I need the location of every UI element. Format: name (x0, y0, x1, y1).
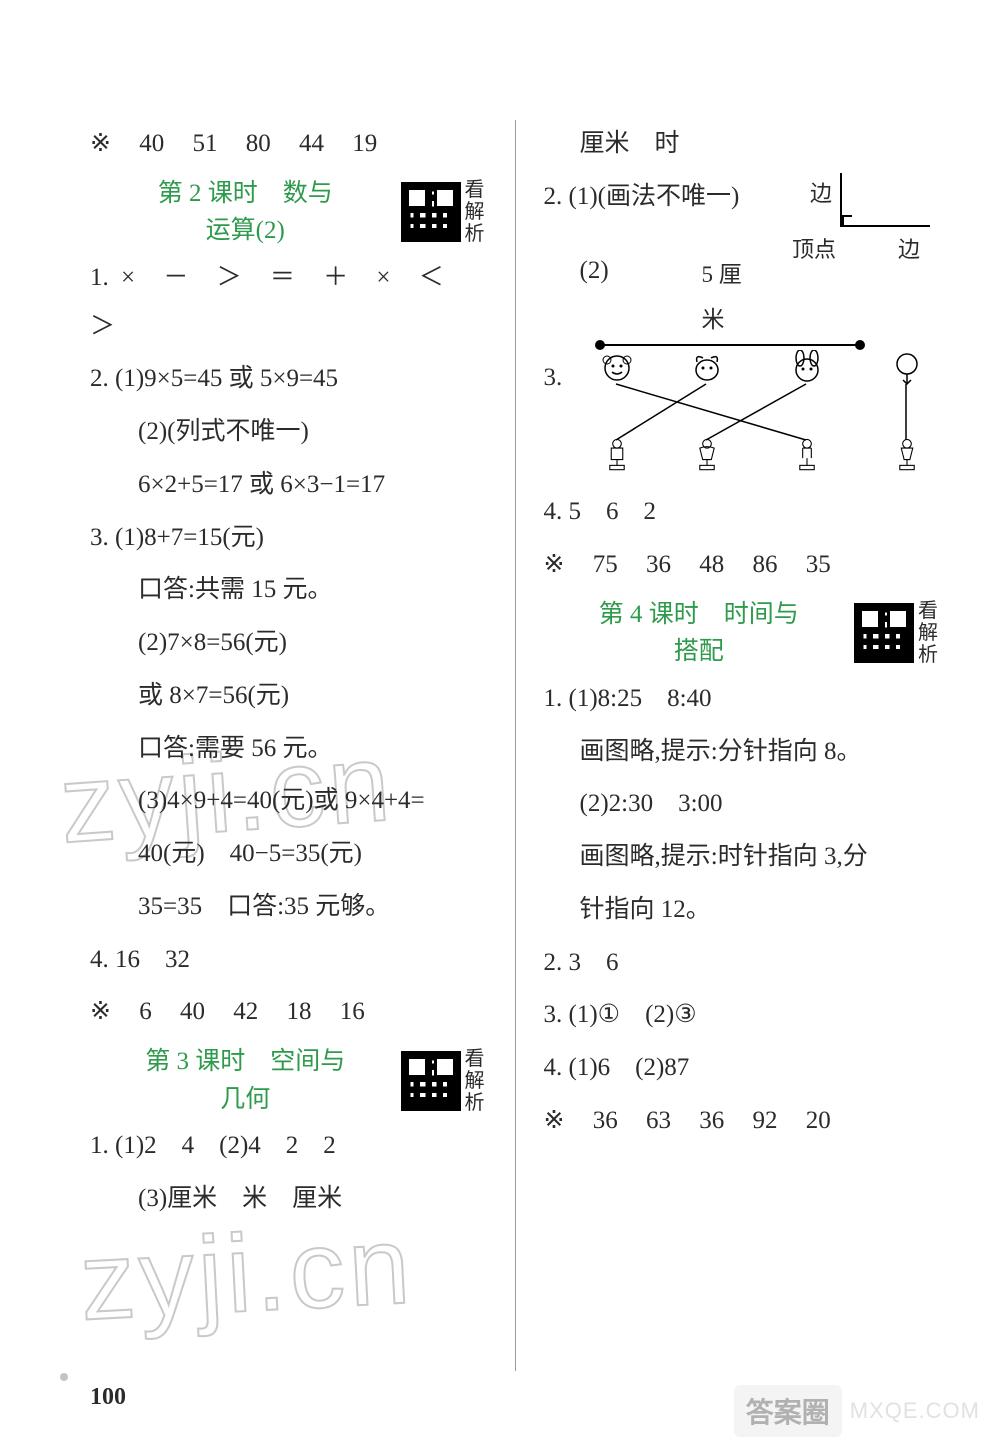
qr-label: 看解析 (465, 179, 487, 245)
r-q3: 3. (544, 354, 941, 484)
lesson3-title: 第 3 课时 空间与 几何 (90, 1043, 401, 1118)
r-q2-l1: 2. (1)(画法不唯一) 边 顶点 边 (544, 173, 941, 243)
left-column: ※ 40 51 80 44 19 第 2 课时 数与 运算(2) 看解析 1. … (90, 120, 487, 1371)
prefix-mark: ※ (90, 130, 111, 157)
r-q4: 4. 5 6 2 (544, 488, 941, 537)
match-bottom-icon (788, 438, 826, 492)
l4-q1-l2: 画图略,提示:分针指向 8。 (544, 728, 941, 777)
l2-q3-l7: 40(元) 40−5=35(元) (90, 830, 487, 879)
right-column: 厘米 时 2. (1)(画法不唯一) 边 顶点 边 (2) 5 厘米 3. (544, 120, 941, 1371)
l4-q1-l1: 1. (1)8:25 8:40 (544, 675, 941, 724)
corner-ornament-icon (60, 1373, 68, 1381)
right-cont: 厘米 时 (544, 120, 941, 169)
qr-box-lesson3: 看解析 (401, 1048, 487, 1114)
match-top-icon (598, 350, 636, 404)
angle-side2-label: 边 (898, 229, 920, 272)
l2-q3-l4: 或 8×7=56(元) (90, 672, 487, 721)
match-bottom-icon (688, 438, 726, 492)
lesson4-title: 第 4 课时 时间与 搭配 (544, 596, 855, 671)
match-bottom-icon (598, 438, 636, 492)
angle-side-label: 边 (810, 173, 832, 216)
lesson4-heading: 第 4 课时 时间与 搭配 看解析 (544, 596, 941, 671)
footer-url: MXQE.COM (850, 1398, 980, 1424)
qr-code-icon (401, 1051, 461, 1111)
r-tail1: ※ 75 36 48 86 35 (544, 541, 941, 590)
qr-code-icon (401, 182, 461, 242)
l4-q1-l4: 画图略,提示:时针指向 3,分 (544, 833, 941, 882)
match-top-icon (888, 350, 926, 404)
column-divider (515, 120, 516, 1371)
matching-diagram (568, 354, 928, 484)
r-q2-l2: (2) 5 厘米 (544, 247, 941, 351)
left-top-row: ※ 40 51 80 44 19 (90, 120, 487, 169)
qr-box-lesson2: 看解析 (401, 179, 487, 245)
angle-vertex-label: 顶点 (792, 229, 836, 272)
l4-q1-l5: 针指向 12。 (544, 886, 941, 935)
l2-q4: 4. 16 32 (90, 936, 487, 985)
l2-q2-l2: (2)(列式不唯一) (90, 408, 487, 457)
l2-q3-l8: 35=35 口答:35 元够。 (90, 883, 487, 932)
l4-q4: 4. (1)6 (2)87 (544, 1044, 941, 1093)
l2-tail: ※ 6 40 42 18 16 (90, 988, 487, 1037)
l4-q2: 2. 3 6 (544, 939, 941, 988)
lesson2-heading: 第 2 课时 数与 运算(2) 看解析 (90, 175, 487, 250)
l2-q3-l5: 口答:需要 56 元。 (90, 725, 487, 774)
match-top-icon (788, 350, 826, 404)
qr-label: 看解析 (465, 1048, 487, 1114)
qr-box-lesson4: 看解析 (854, 600, 940, 666)
qr-label: 看解析 (918, 600, 940, 666)
page-content: ※ 40 51 80 44 19 第 2 课时 数与 运算(2) 看解析 1. … (90, 120, 940, 1371)
l4-q1-l3: (2)2:30 3:00 (544, 780, 941, 829)
l2-q3-l2: 口答:共需 15 元。 (90, 566, 487, 615)
l3-q1-l2: (3)厘米 米 厘米 (90, 1175, 487, 1224)
l2-q1: 1. × － ＞ ＝ ＋ × ＜ ＞ (90, 254, 487, 352)
l2-q3-l1: 3. (1)8+7=15(元) (90, 514, 487, 563)
l4-q3: 3. (1)① (2)③ (544, 991, 941, 1040)
lesson2-title: 第 2 课时 数与 运算(2) (90, 175, 401, 250)
l2-q3-l3: (2)7×8=56(元) (90, 619, 487, 668)
l3-q1-l1: 1. (1)2 4 (2)4 2 2 (90, 1122, 487, 1171)
l2-q2-l3: 6×2+5=17 或 6×3−1=17 (90, 461, 487, 510)
l4-tail: ※ 36 63 36 92 20 (544, 1097, 941, 1146)
footer-watermark: 答案圈 MXQE.COM (734, 1385, 980, 1437)
l2-q2-l1: 2. (1)9×5=45 或 5×9=45 (90, 355, 487, 404)
l2-q3-l6: (3)4×9+4=40(元)或 9×4+4= (90, 777, 487, 826)
footer-logo: 答案圈 (734, 1385, 842, 1437)
page-number: 100 (90, 1384, 126, 1411)
match-bottom-icon (888, 438, 926, 492)
match-top-icon (688, 350, 726, 404)
qr-code-icon (854, 603, 914, 663)
angle-diagram: 边 顶点 边 (780, 173, 940, 243)
lesson3-heading: 第 3 课时 空间与 几何 看解析 (90, 1043, 487, 1118)
